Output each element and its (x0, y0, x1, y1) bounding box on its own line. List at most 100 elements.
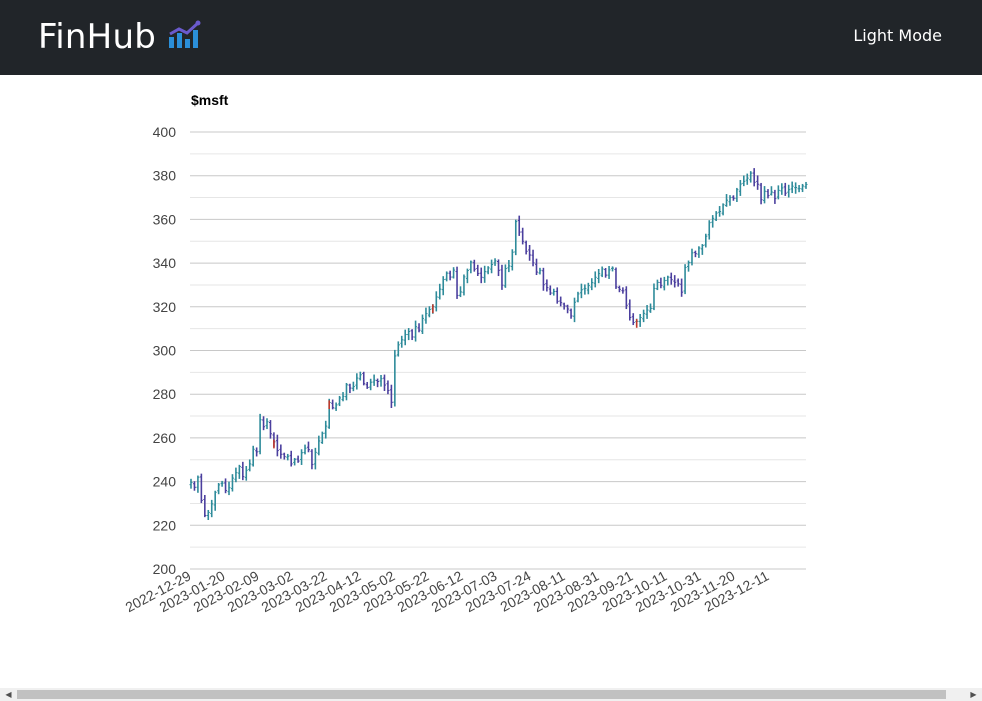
ohlc-bar (313, 447, 317, 470)
ohlc-bar (562, 302, 566, 310)
ohlc-bar (763, 186, 767, 204)
ohlc-bar (507, 260, 511, 273)
ohlc-bar (593, 271, 597, 288)
ohlc-bar (296, 455, 300, 463)
ohlc-bar (355, 373, 359, 390)
ohlc-bar (417, 323, 421, 333)
ohlc-bar (310, 449, 314, 470)
ohlc-bar (766, 189, 770, 199)
ohlc-bar (472, 259, 476, 272)
ohlc-bar (317, 435, 321, 456)
ohlc-bar (680, 278, 684, 297)
ohlc-bar (642, 309, 646, 323)
ohlc-bar (334, 402, 338, 411)
ohlc-bar (362, 371, 366, 386)
ohlc-bar (604, 267, 608, 278)
vertical-scrollbar-thumb[interactable] (978, 0, 982, 75)
ohlc-bar (531, 249, 535, 267)
ohlc-bar (503, 264, 507, 288)
ohlc-bar (683, 264, 687, 295)
ohlc-bar (306, 441, 310, 453)
chart-canvas: 200 220 240 260 280 300 320 340 360 380 400 2022-1… (123, 92, 808, 615)
y-tick-label: 380 (153, 168, 177, 184)
ohlc-bar (624, 286, 628, 310)
ohlc-bar (725, 194, 729, 207)
ohlc-bar (514, 219, 518, 256)
ohlc-bar (721, 203, 725, 216)
ohlc-bar (541, 267, 545, 291)
top-navbar: FinHub Light Mode (0, 0, 978, 75)
ohlc-bar (420, 314, 424, 334)
y-tick-label: 200 (153, 561, 177, 577)
ohlc-bar (666, 275, 670, 286)
ohlc-bar (196, 475, 200, 493)
ohlc-bar (711, 215, 715, 228)
ohlc-bar (469, 260, 473, 274)
ohlc-bar (199, 473, 203, 504)
vertical-scrollbar[interactable] (978, 0, 982, 688)
ohlc-bar (369, 378, 373, 391)
ohlc-bar (548, 285, 552, 296)
horizontal-scrollbar-thumb[interactable] (17, 690, 946, 699)
ohlc-bar (289, 450, 293, 467)
ohlc-bar (465, 268, 469, 284)
ohlc-bar (320, 431, 324, 444)
ohlc-bar (538, 267, 542, 275)
ohlc-bar (521, 227, 525, 245)
scroll-right-arrow-icon[interactable]: ▶ (970, 690, 977, 699)
ohlc-bar (424, 307, 428, 324)
ohlc-bar (780, 183, 784, 195)
ohlc-bar (272, 432, 276, 449)
x-axis: 2022-12-292023-01-202023-02-092023-03-02… (123, 567, 772, 615)
ohlc-bar (569, 308, 573, 319)
ohlc-bar (248, 459, 252, 472)
chart-title: $msft (191, 92, 229, 108)
ohlc-bar (735, 187, 739, 202)
chart-grid (190, 131, 806, 570)
brand-name: FinHub (38, 17, 156, 57)
ohlc-bar (203, 494, 207, 518)
ohlc-bar (697, 246, 701, 258)
horizontal-scrollbar[interactable]: ◀ ▶ (0, 688, 982, 701)
ohlc-bar (262, 416, 266, 431)
ohlc-bar (237, 464, 241, 479)
ohlc-bar (414, 320, 418, 342)
y-tick-label: 320 (153, 299, 177, 315)
ohlc-bar (804, 181, 808, 189)
ohlc-bar (756, 175, 760, 190)
ohlc-bar (728, 195, 732, 206)
ohlc-bar (611, 266, 615, 272)
ohlc-bar (351, 381, 355, 392)
ohlc-bar (714, 211, 718, 222)
ohlc-bar (794, 182, 798, 194)
ohlc-bar (382, 374, 386, 391)
ohlc-bar (524, 240, 528, 255)
ohlc-bar (441, 276, 445, 296)
ohlc-bar (327, 398, 331, 429)
ohlc-bar (586, 282, 590, 295)
ohlc-bar (303, 444, 307, 455)
ohlc-bar (479, 267, 483, 284)
ohlc-bar (573, 297, 577, 323)
ohlc-bar (628, 299, 632, 321)
ohlc-bar (742, 175, 746, 187)
ohlc-bar (555, 287, 559, 304)
y-tick-label: 360 (153, 211, 177, 227)
ohlc-bar (410, 329, 414, 341)
ohlc-bar (275, 434, 279, 457)
ohlc-bar (379, 374, 383, 387)
ohlc-bar (676, 278, 680, 287)
scroll-left-arrow-icon[interactable]: ◀ (5, 690, 12, 699)
ohlc-bar (745, 173, 749, 185)
ohlc-bar (731, 195, 735, 201)
ohlc-bar (241, 461, 245, 481)
ohlc-bar (476, 264, 480, 277)
light-mode-toggle[interactable]: Light Mode (853, 26, 942, 45)
y-tick-label: 400 (153, 124, 177, 140)
ohlc-bar (224, 478, 228, 494)
brand[interactable]: FinHub (38, 12, 202, 62)
ohlc-bar (265, 418, 269, 430)
ohlc-bar (500, 264, 504, 290)
ohlc-bar (673, 275, 677, 288)
ohlc-bar (738, 179, 742, 196)
